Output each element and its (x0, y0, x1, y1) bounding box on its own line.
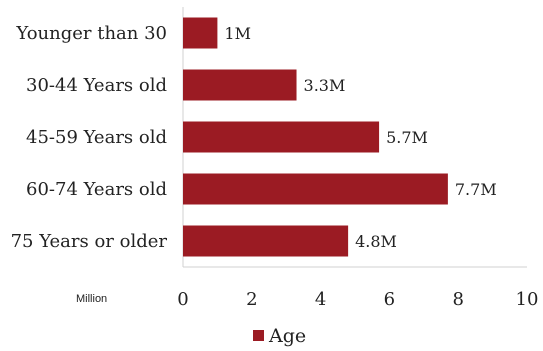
data-labels: 1M 3.3M 5.7M 7.7M 4.8M (224, 24, 496, 251)
x-tick-label: 4 (315, 289, 326, 310)
legend: Age (253, 325, 306, 347)
category-label: Younger than 30 (15, 23, 167, 44)
bar (183, 17, 218, 49)
data-label: 7.7M (455, 180, 497, 199)
legend-label: Age (268, 325, 306, 347)
x-tick-label: 10 (516, 289, 539, 310)
category-label: 30-44 Years old (26, 75, 167, 96)
data-label: 1M (224, 24, 251, 43)
bar (183, 225, 349, 257)
x-tick-labels: 0 2 4 6 8 10 (177, 289, 538, 310)
x-axis-unit-label: Million (76, 293, 107, 305)
x-tick-label: 6 (384, 289, 395, 310)
category-label: 75 Years or older (11, 231, 168, 252)
category-label: 60-74 Years old (26, 179, 167, 200)
bar (183, 121, 380, 153)
data-label: 5.7M (386, 128, 428, 147)
bar (183, 173, 448, 205)
data-label: 3.3M (304, 76, 346, 95)
x-tick-label: 2 (246, 289, 257, 310)
x-tick-label: 0 (177, 289, 188, 310)
x-tick-label: 8 (452, 289, 463, 310)
category-labels: Younger than 30 30-44 Years old 45-59 Year… (11, 23, 168, 252)
category-label: 45-59 Years old (26, 127, 167, 148)
bar (183, 69, 297, 101)
bars (183, 17, 448, 257)
data-label: 4.8M (355, 232, 397, 251)
legend-swatch (253, 330, 264, 341)
